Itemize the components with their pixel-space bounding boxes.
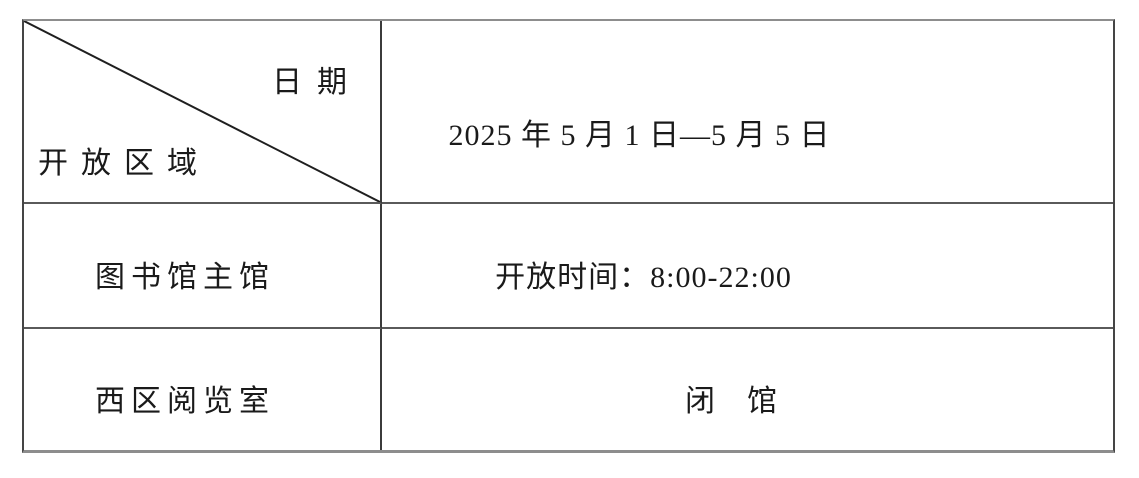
status-cell-west-reading-room: 闭 馆 xyxy=(382,329,1113,450)
opening-hours-text: 开放时间：8:00-22:00 xyxy=(495,261,792,294)
area-axis-label: 开放区域 xyxy=(38,147,210,180)
area-name-west-reading-room: 西区阅览室 xyxy=(95,385,275,418)
closed-status-text: 闭 馆 xyxy=(685,384,778,418)
diagonal-line xyxy=(24,21,380,202)
area-cell-west-reading-room: 西区阅览室 xyxy=(24,329,382,450)
diagonal-header-cell: 日期 开放区域 xyxy=(24,21,382,204)
area-cell-main-library: 图书馆主馆 xyxy=(24,204,382,329)
date-range-cell: 2025 年 5 月 1 日—5 月 5 日 xyxy=(382,21,1113,204)
status-cell-main-library: 开放时间：8:00-22:00 xyxy=(382,204,1113,329)
area-name-main-library: 图书馆主馆 xyxy=(95,261,275,294)
date-axis-label: 日期 xyxy=(272,66,362,99)
opening-schedule-table: 日期 开放区域 2025 年 5 月 1 日—5 月 5 日 图书馆主馆 开放时… xyxy=(22,19,1115,453)
date-range-text: 2025 年 5 月 1 日—5 月 5 日 xyxy=(448,119,831,152)
